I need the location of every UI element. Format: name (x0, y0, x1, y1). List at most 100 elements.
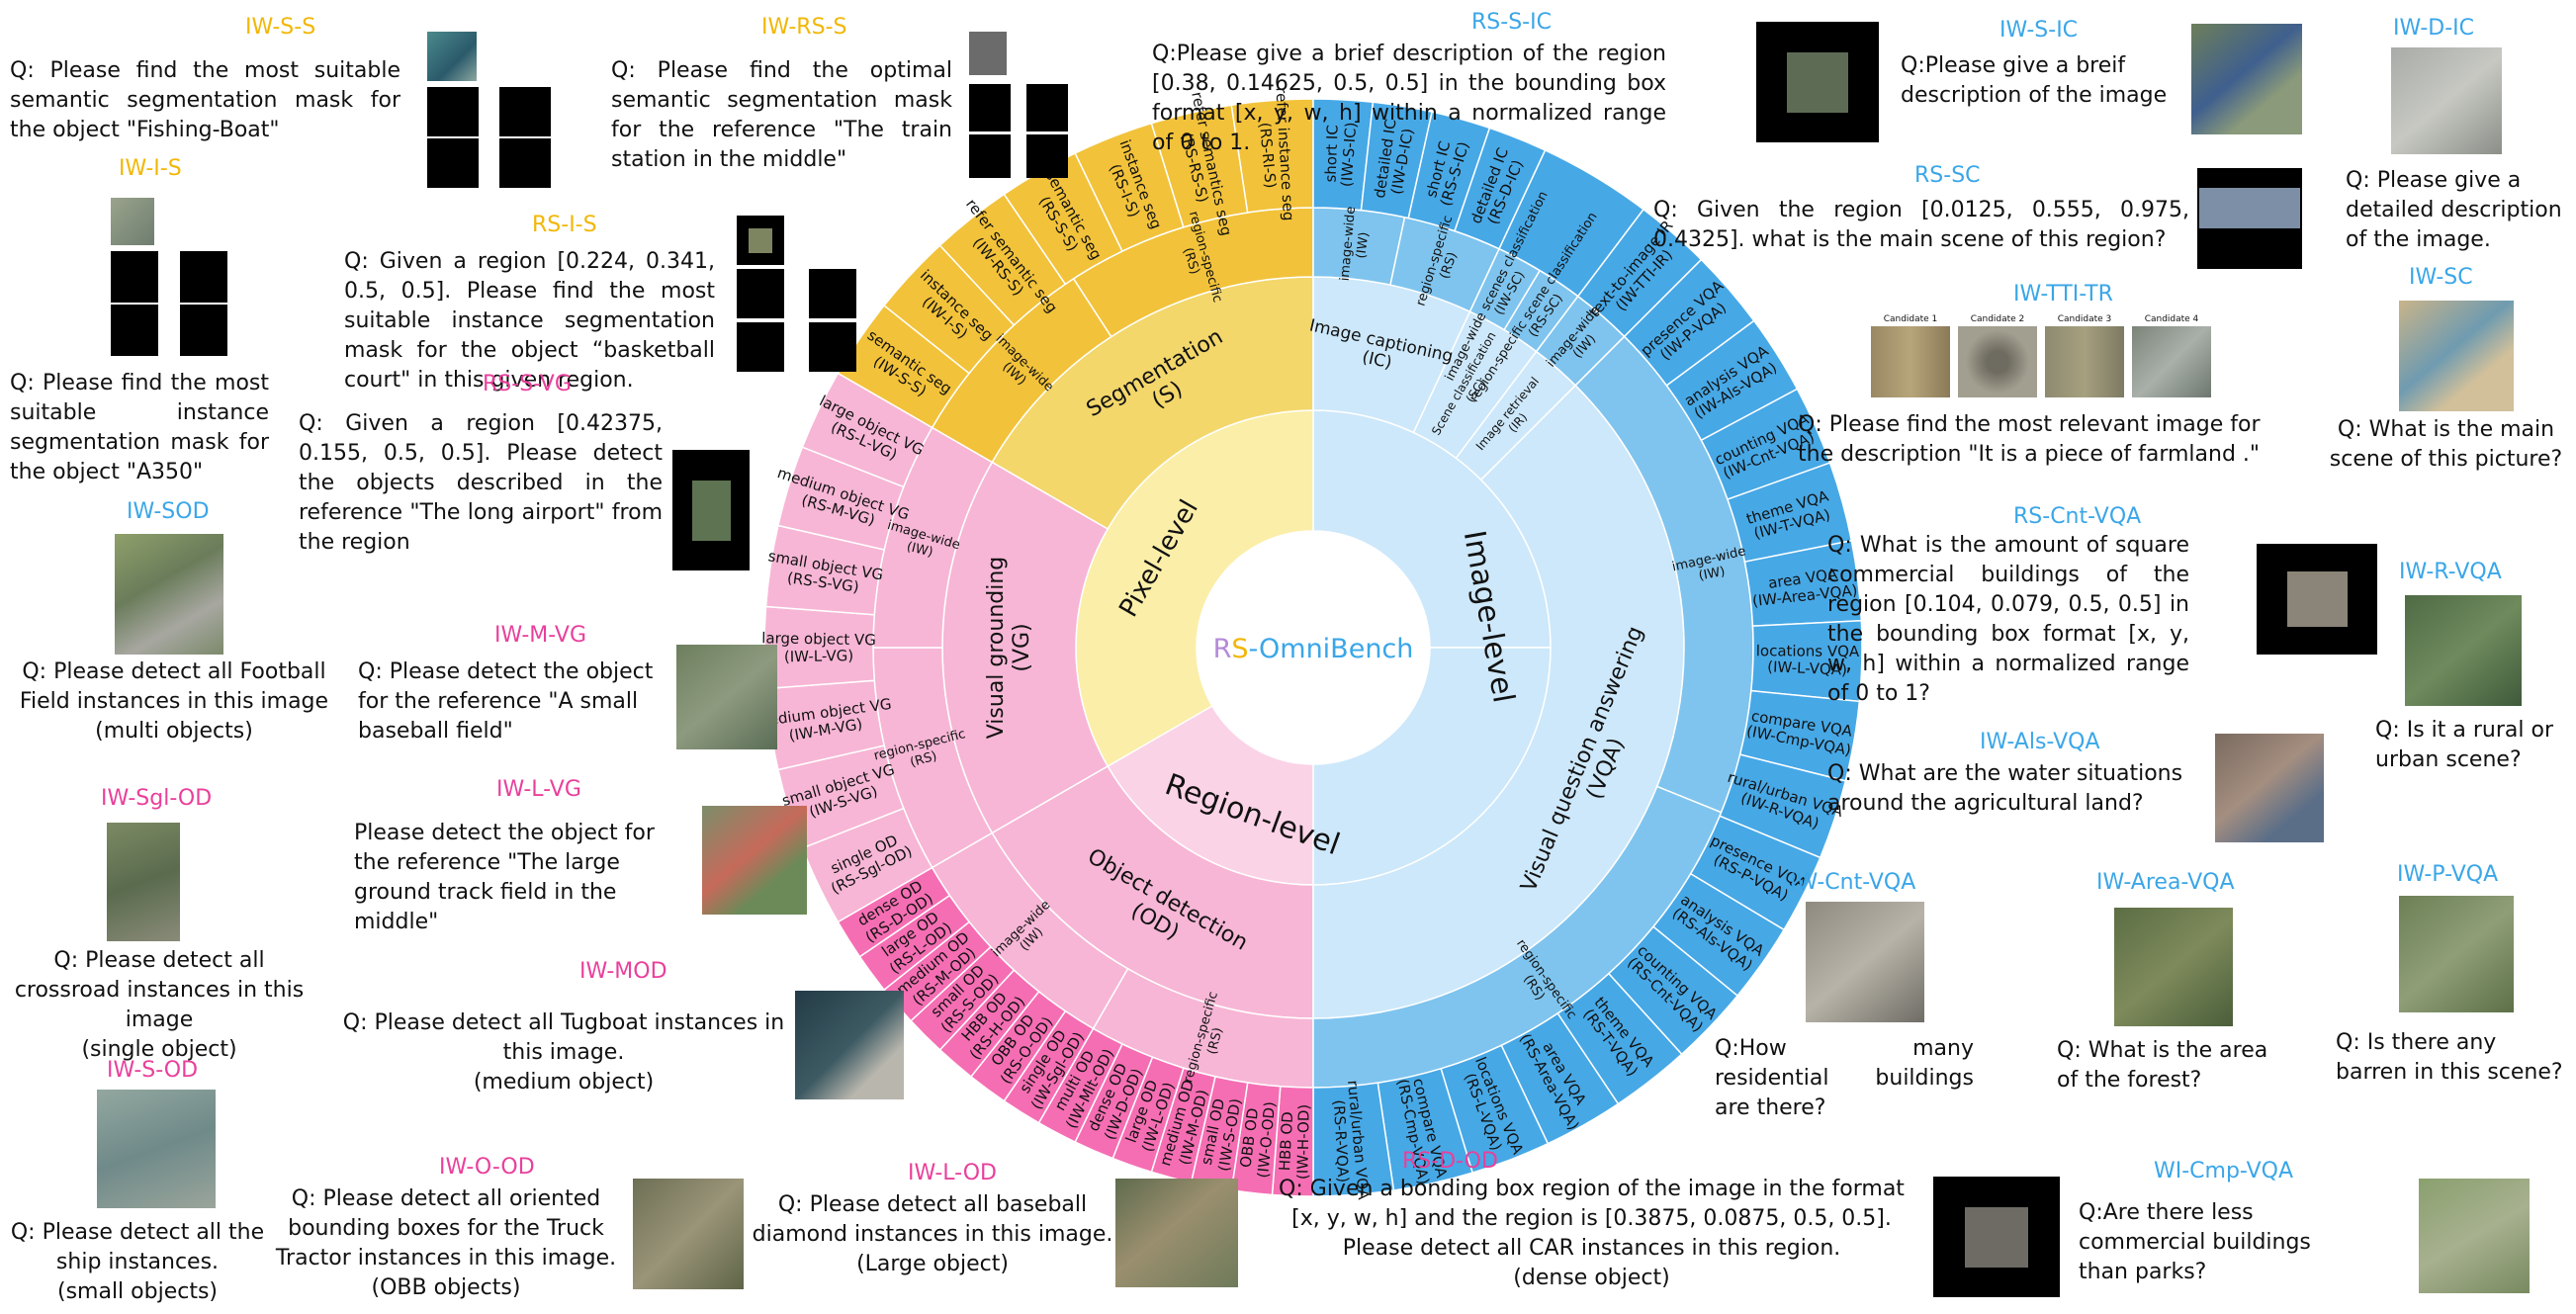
aerial-thumbnail (107, 823, 180, 941)
leaf-label-vqa: (RS-R-VQA) (1330, 1099, 1353, 1183)
tag-iw-d-ic: IW-D-IC (2393, 16, 2475, 41)
tag-iw-s-s: IW-S-S (245, 15, 316, 40)
question-iw-als-vqa: Q: What are the water situations around … (1827, 761, 2183, 816)
aerial-thumbnail (97, 1090, 216, 1208)
mask-thumbnail (427, 87, 479, 136)
question-iw-rs-s: Q: Please find the optimal semantic segm… (611, 58, 952, 172)
question-rs-s-ic: Q:Please give a brief description of the… (1152, 42, 1666, 155)
question-rs-s-vg: Q: Given a region [0.42375, 0.155, 0.5, … (299, 411, 663, 555)
aerial-thumbnail (2114, 908, 2233, 1026)
leaf-label-vqa: locations VQA (1756, 642, 1860, 660)
mask-thumbnail (499, 87, 551, 136)
aerial-thumbnail (115, 534, 223, 655)
tag-rs-s-ic: RS-S-IC (1471, 10, 1552, 35)
sunburst-wedges (763, 98, 1863, 1197)
candidate-3-thumbnail (2045, 326, 2124, 397)
question-iw-s-ic: Q:Please give a breif description of the… (1901, 53, 2168, 108)
region-thumbnail (672, 450, 750, 570)
scope-label-vg_rs: (RS) (909, 748, 939, 770)
aerial-thumbnail (111, 198, 154, 245)
leaf-label-od: (IW-H-OD) (1293, 1104, 1313, 1181)
tag-iw-l-vg: IW-L-VG (496, 777, 581, 802)
mask-thumbnail (809, 322, 856, 372)
aerial-thumbnail (795, 991, 904, 1099)
tag-rs-s-vg: RS-S-VG (483, 372, 572, 396)
region-thumbnail (1933, 1177, 2060, 1297)
question-iw-sgl-od: Q: Please detect all crossroad instances… (14, 948, 305, 1062)
aerial-thumbnail (633, 1179, 744, 1289)
leaf-label-od: HBB OD (1276, 1111, 1296, 1172)
question-iw-r-vqa: Q: Is it a rural or urban scene? (2375, 718, 2553, 772)
mask-thumbnail (737, 269, 784, 318)
question-iw-o-od: Q: Please detect all oriented bounding b… (275, 1186, 617, 1300)
tag-iw-als-vqa: IW-Als-VQA (1980, 730, 2100, 754)
question-wi-cmp-vqa: Q:Are there less commercial buildings th… (2079, 1200, 2311, 1284)
scope-label-ic_iw: image-wide (1338, 206, 1359, 282)
question-iw-d-ic: Q: Please give a detailed description of… (2346, 168, 2562, 252)
mask-thumbnail (969, 134, 1011, 178)
leaf-wedge-vg (801, 372, 933, 488)
mask-thumbnail (427, 138, 479, 188)
question-iw-mod: Q: Please detect all Tugboat instances i… (342, 1010, 785, 1095)
tag-rs-sc: RS-SC (1914, 163, 1981, 188)
candidate-3-label: Candidate 3 (2057, 314, 2112, 324)
mask-thumbnail (111, 305, 158, 356)
question-iw-i-s: Q: Please find the most suitable instanc… (10, 371, 269, 484)
aerial-thumbnail (2215, 734, 2324, 842)
tag-iw-mod: IW-MOD (579, 959, 667, 984)
candidate-2-thumbnail (1958, 326, 2037, 397)
tag-iw-area-vqa: IW-Area-VQA (2096, 870, 2235, 895)
tag-iw-r-vqa: IW-R-VQA (2399, 560, 2502, 584)
question-iw-m-vg: Q: Please detect the object for the refe… (358, 659, 654, 744)
question-iw-l-vg: Please detect the object for the referen… (354, 821, 655, 934)
aerial-thumbnail (2391, 47, 2502, 154)
aerial-thumbnail (2399, 301, 2514, 411)
question-iw-sod: Q: Please detect all Football Field inst… (19, 659, 329, 744)
tag-iw-sc: IW-SC (2409, 265, 2473, 290)
tag-rs-d-od: RS-D-OD (1402, 1149, 1498, 1174)
question-iw-cnt-vqa: Q:How many residential buildings are the… (1715, 1036, 1974, 1120)
tag-wi-cmp-vqa: WI-Cmp-VQA (2154, 1159, 2294, 1183)
region-thumbnail (2257, 544, 2377, 655)
mask-thumbnail (499, 138, 551, 188)
mask-thumbnail (111, 251, 158, 303)
tag-iw-l-od: IW-L-OD (908, 1161, 997, 1185)
aerial-thumbnail (427, 32, 477, 81)
scope-label-od_rs: (RS) (1205, 1026, 1226, 1056)
question-iw-sc: Q: What is the main scene of this pictur… (2329, 417, 2563, 472)
candidate-4-thumbnail (2132, 326, 2211, 397)
tag-iw-tti-tr: IW-TTI-TR (2013, 282, 2113, 307)
region-thumbnail (2197, 168, 2302, 269)
tag-iw-cnt-vqa: IW-Cnt-VQA (1790, 870, 1916, 895)
question-rs-cnt-vqa: Q: What is the amount of square commerci… (1827, 533, 2189, 706)
tag-iw-p-vqa: IW-P-VQA (2397, 862, 2499, 887)
scope-label-ic_iw: (IW) (1354, 231, 1372, 259)
aerial-thumbnail (969, 32, 1007, 75)
scope-label-vg_iw: (IW) (905, 540, 934, 561)
tag-rs-cnt-vqa: RS-Cnt-VQA (2013, 504, 2142, 529)
candidate-1-thumbnail (1871, 326, 1950, 397)
leaf-label-vg: (IW-L-VG) (784, 647, 854, 665)
question-rs-sc: Q: Given the region [0.0125, 0.555, 0.97… (1653, 198, 2189, 252)
mask-thumbnail (180, 305, 227, 356)
tag-iw-rs-s: IW-RS-S (761, 15, 847, 40)
aerial-thumbnail (1115, 1179, 1238, 1287)
aerial-thumbnail (702, 806, 807, 915)
aerial-thumbnail (2405, 595, 2522, 706)
mask-thumbnail (969, 84, 1011, 131)
tag-iw-i-s: IW-I-S (119, 156, 182, 181)
mask-thumbnail (737, 322, 784, 372)
leaf-label-ic: short IC (1321, 125, 1341, 183)
tag-iw-sgl-od: IW-Sgl-OD (101, 786, 213, 811)
candidate-4-label: Candidate 4 (2144, 314, 2199, 324)
tag-iw-o-od: IW-O-OD (439, 1155, 535, 1180)
aerial-thumbnail (2191, 24, 2302, 134)
task-label-visual_grounding: (VG) (1010, 623, 1034, 671)
region-thumbnail (737, 216, 784, 265)
mask-thumbnail (180, 251, 227, 303)
candidate-1-label: Candidate 1 (1883, 314, 1938, 324)
candidate-2-label: Candidate 2 (1970, 314, 2025, 324)
mask-thumbnail (1026, 134, 1068, 178)
aerial-thumbnail (1806, 902, 1924, 1022)
